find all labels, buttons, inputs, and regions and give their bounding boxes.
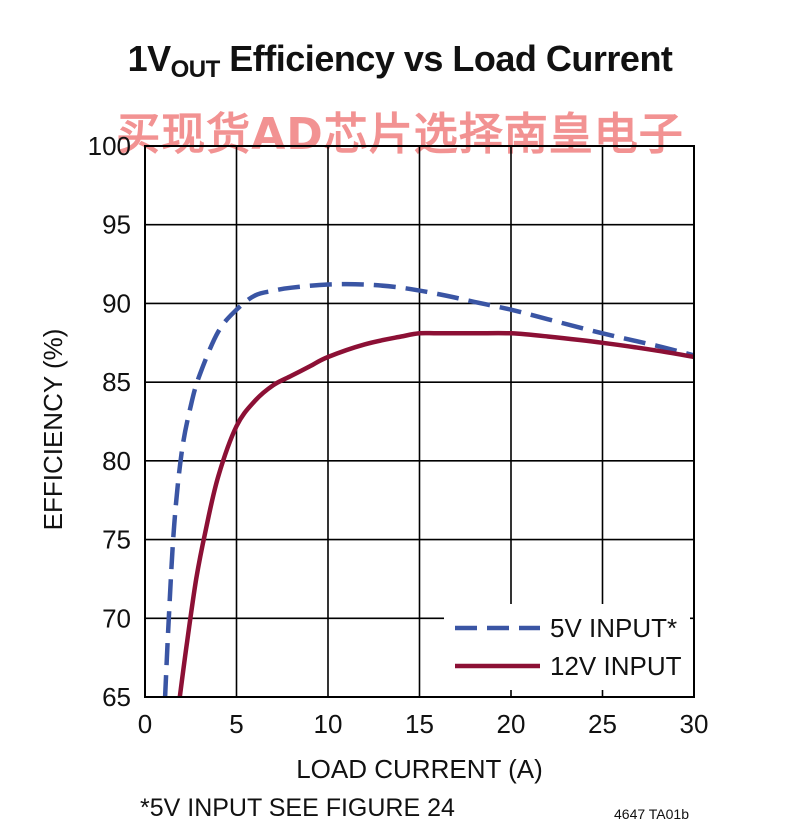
x-tick-label: 15	[405, 709, 434, 739]
series-line-2	[177, 330, 695, 698]
y-tick-label: 85	[102, 367, 131, 397]
footnote: *5V INPUT SEE FIGURE 24	[140, 794, 455, 822]
y-axis-label: EFFICIENCY (%)	[38, 329, 68, 531]
chart-title-suffix: Efficiency vs Load Current	[219, 38, 673, 79]
x-tick-label: 20	[497, 709, 526, 739]
x-tick-label: 5	[229, 709, 243, 739]
series-line-1	[162, 281, 695, 698]
x-tick-label: 10	[314, 709, 343, 739]
legend: 5V INPUT* 12V INPUT	[455, 613, 682, 681]
watermark: 买现货AD芯片选择南皇电子	[116, 109, 684, 160]
y-tick-label: 90	[102, 288, 131, 318]
chart-title-subscript: OUT	[170, 56, 221, 83]
y-tick-label: 65	[102, 682, 131, 712]
x-tick-label: 0	[138, 709, 152, 739]
plot-frame	[144, 145, 695, 698]
y-tick-label: 80	[102, 446, 131, 476]
x-tick-label: 30	[680, 709, 709, 739]
y-tick-label: 70	[102, 603, 131, 633]
legend-label-2: 12V INPUT	[550, 651, 682, 681]
legend-label-1: 5V INPUT*	[550, 613, 677, 643]
tick-labels: 0 5 10 15 20 25 30 65 70 75 80 85 90 95 100	[88, 131, 709, 739]
y-tick-label: 75	[102, 525, 131, 555]
chart-title: 1VOUT Efficiency vs Load Current	[0, 38, 800, 84]
series-layer	[162, 281, 695, 698]
x-tick-label: 25	[588, 709, 617, 739]
y-tick-label: 100	[88, 131, 131, 161]
x-axis-label: LOAD CURRENT (A)	[296, 754, 543, 784]
legend-background	[444, 604, 690, 690]
y-tick-label: 95	[102, 210, 131, 240]
figure-id: 4647 TA01b	[614, 806, 689, 822]
chart-title-prefix: 1V	[127, 38, 172, 79]
